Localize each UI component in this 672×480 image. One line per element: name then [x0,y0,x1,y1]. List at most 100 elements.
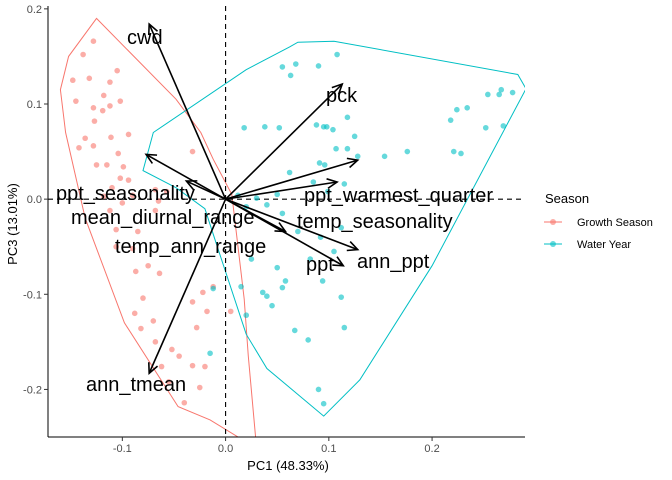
data-point [307,256,314,262]
loading-label: pck [326,85,358,107]
loading-label: temp_ann_range [115,236,266,258]
data-point [163,188,170,195]
data-point [120,163,127,170]
data-point [196,384,203,391]
data-point [404,148,411,155]
loading-label: ppt [306,254,334,276]
arrow-head [331,82,344,95]
arrow-shaft [225,198,344,267]
arrow-shaft [225,198,359,251]
data-point [310,179,317,185]
data-point [207,350,213,357]
loading-arrow-ann-ppt: ann_ppt [225,198,430,273]
y-tick-label: -0.1 [23,289,42,301]
data-point [138,325,144,332]
legend-key-point [550,241,556,247]
data-point [107,79,113,85]
data-point [316,160,323,166]
data-point [76,144,82,151]
data-point [458,150,464,157]
data-point [140,295,146,301]
data-point [253,195,260,201]
data-point [287,72,294,79]
legend-label: Growth Season [577,217,653,229]
data-point [132,268,139,275]
data-point [279,64,286,70]
arrow-shaft [145,153,226,200]
hull-water-year [142,40,525,417]
data-point [108,134,114,141]
data-point [165,379,172,385]
y-tick-label: -0.2 [23,384,42,396]
data-point [104,162,110,168]
data-point [248,256,255,262]
arrow-shaft [148,198,227,374]
data-point [295,228,301,235]
x-axis-title: PC1 (48.33%) [247,458,329,473]
loading-arrow-pck: pck [225,82,358,200]
loading-label: ppt_seasonality [56,183,195,205]
legend-label: Water Year [577,239,631,251]
arrow-head [274,222,288,233]
data-point [204,308,210,315]
data-point [464,105,470,111]
data-point [381,153,388,160]
loading-arrows: cwd pck ppt_warmest_quarter ppt_seasonality… [56,22,493,396]
data-point [99,107,106,114]
data-point [320,124,327,130]
data-point [117,98,124,104]
data-point [176,353,182,359]
data-point [107,207,113,214]
arrow-head [184,180,198,191]
data-point [333,145,339,152]
data-point [86,75,93,82]
data-point [320,400,327,407]
data-point [341,324,348,331]
data-point [114,67,120,74]
arrow-shaft [186,180,226,200]
data-point [338,224,345,231]
y-tick-label: 0.1 [27,99,42,111]
data-point [282,278,289,284]
data-point [238,283,244,290]
data-point [344,114,351,121]
data-point [321,162,328,168]
y-tick-label: 0.2 [27,4,42,16]
data-point [509,89,516,96]
data-point [80,51,86,58]
loading-label: mean_diurnal_range [71,207,254,229]
data-point [119,200,126,206]
data-point [324,188,331,195]
data-point [243,312,250,319]
data-point [156,270,163,277]
loading-arrow-mean-diurnal-range: mean_diurnal_range [71,180,254,229]
data-point [241,124,247,131]
data-point [152,207,159,214]
data-point [189,362,196,369]
arrow-shaft [148,23,227,200]
arrow-head [326,178,339,189]
data-point [189,148,196,155]
arrow-head [147,362,159,375]
x-tick-label: -0.1 [113,443,132,455]
data-point [125,131,132,138]
data-point [169,346,175,353]
data-point [341,181,348,187]
arrow-head [147,22,159,36]
arrow-shaft [225,159,358,200]
loading-arrow-temp-seasonality: temp_seasonality [225,178,453,233]
data-point [202,363,208,370]
data-point [482,124,489,131]
y-tick-label: 0.0 [27,194,42,206]
data-point [189,299,196,305]
data-point [129,192,136,199]
data-point [152,339,159,345]
data-point [286,169,293,176]
data-point [90,105,97,111]
data-point [193,324,200,331]
hull-growth-season [59,17,257,437]
data-point [107,103,113,109]
data-point [292,61,299,67]
loading-arrow-ppt: ppt [225,198,345,276]
data-point [354,153,361,160]
